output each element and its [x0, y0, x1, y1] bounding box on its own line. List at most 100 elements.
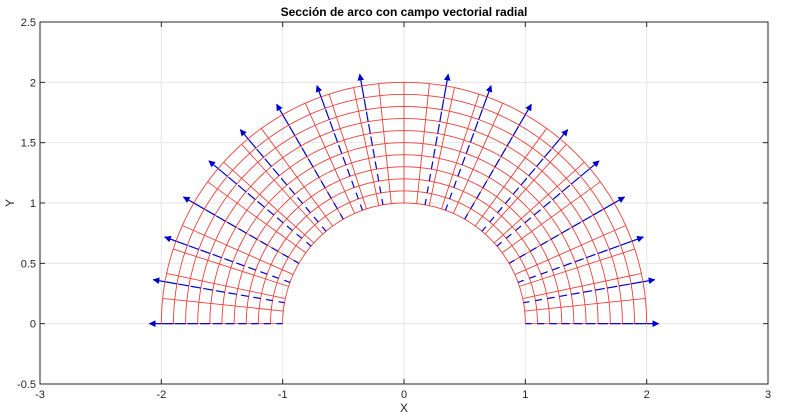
vector-arrow	[286, 225, 293, 232]
vector-arrow	[327, 191, 332, 199]
vector-arrow	[260, 271, 268, 275]
vector-arrow	[265, 298, 273, 302]
vector-arrow	[597, 249, 608, 255]
vector-arrow	[313, 216, 319, 223]
y-tick-label: 2	[30, 77, 36, 89]
vector-arrowhead	[315, 85, 323, 93]
vector-arrow	[284, 279, 291, 283]
vector-arrow	[188, 245, 199, 250]
x-tick-label: 3	[765, 389, 771, 401]
vector-arrow	[489, 216, 495, 223]
vector-arrow	[595, 287, 605, 291]
vector-arrow	[465, 144, 470, 154]
vector-arrow	[296, 233, 303, 239]
vector-arrow	[500, 147, 507, 157]
vector-arrow	[288, 187, 296, 195]
vector-arrow	[338, 144, 343, 154]
vector-arrow	[517, 279, 524, 283]
vector-arrowhead	[525, 103, 532, 112]
mesh-spoke	[493, 161, 585, 244]
vector-arrowhead	[485, 85, 493, 93]
vector-arrow	[469, 132, 475, 143]
y-tick-label: 0	[30, 319, 36, 331]
vector-arrowhead	[592, 160, 600, 168]
vector-arrow	[190, 285, 201, 289]
vector-arrow	[368, 123, 371, 134]
vector-arrow	[278, 301, 285, 304]
vector-arrow	[543, 148, 552, 158]
vector-arrow	[453, 180, 457, 188]
vector-arrowhead	[561, 129, 569, 137]
vector-arrow	[515, 225, 522, 232]
vector-arrow	[227, 176, 238, 185]
vector-arrow	[533, 209, 542, 216]
vector-arrow	[439, 111, 443, 122]
vector-arrow	[561, 228, 570, 234]
vector-arrow	[194, 202, 205, 210]
vector-arrow	[305, 206, 311, 214]
vector-arrow	[449, 192, 453, 200]
vector-arrow	[550, 234, 559, 240]
vector-arrow	[506, 136, 513, 147]
mesh-spoke	[524, 297, 646, 312]
x-tick-label: 0	[401, 389, 407, 401]
vector-arrow	[203, 287, 213, 291]
vector-arrow	[519, 253, 526, 258]
vector-arrow	[586, 253, 596, 259]
x-tick-label: 2	[644, 389, 650, 401]
vector-arrow	[320, 180, 326, 189]
vector-arrow	[271, 247, 279, 252]
mesh-spoke	[441, 94, 480, 210]
vector-arrow	[461, 156, 466, 166]
mesh-spoke	[162, 297, 284, 312]
mesh-spoke	[223, 161, 315, 244]
vector-arrow	[236, 262, 245, 267]
vector-arrow	[482, 180, 488, 189]
x-tick-label: -2	[156, 389, 166, 401]
vector-arrow	[424, 198, 427, 205]
vector-arrow	[543, 201, 551, 208]
vector-arrow	[618, 283, 630, 287]
vector-arrowhead	[239, 129, 247, 137]
vector-arrow	[339, 213, 344, 220]
vector-arrowhead	[357, 73, 365, 81]
vector-arrow	[200, 249, 211, 255]
vector-arrow	[228, 292, 237, 295]
vector-arrow	[282, 253, 289, 258]
mesh-spoke	[328, 94, 367, 210]
vector-arrow	[457, 168, 462, 177]
vector-arrow	[216, 215, 226, 222]
vector-arrow	[520, 177, 528, 186]
vector-arrow	[482, 97, 488, 109]
vector-arrow	[505, 233, 512, 239]
vector-arrow	[376, 173, 380, 182]
vector-arrowhead	[617, 196, 626, 204]
vector-arrow	[508, 259, 515, 264]
mesh-spoke	[207, 181, 307, 254]
vector-arrow	[430, 161, 434, 170]
vector-arrow	[256, 148, 265, 158]
vector-arrow	[370, 136, 373, 146]
vector-arrow	[630, 281, 643, 285]
vector-arrow	[570, 176, 581, 185]
vector-arrow	[321, 226, 327, 232]
mesh-spoke	[353, 87, 380, 206]
vector-arrow	[212, 253, 222, 259]
vector-arrow	[540, 240, 548, 246]
vector-arrow	[372, 148, 376, 158]
vector-arrow	[547, 296, 555, 300]
vector-arrow	[333, 202, 338, 210]
vector-arrow	[529, 247, 537, 252]
vector-field	[148, 73, 660, 328]
vector-arrowhead	[182, 196, 191, 204]
vector-arrow	[240, 294, 249, 298]
vector-arrow	[488, 169, 494, 178]
vector-arrowhead	[648, 277, 656, 285]
vector-arrow	[280, 177, 288, 186]
vector-arrow	[306, 241, 312, 247]
vector-arrow	[282, 114, 290, 126]
vector-arrow	[218, 168, 228, 177]
mesh-spoke	[474, 128, 547, 227]
vector-arrow	[249, 234, 258, 240]
mesh-spoke	[501, 181, 601, 254]
